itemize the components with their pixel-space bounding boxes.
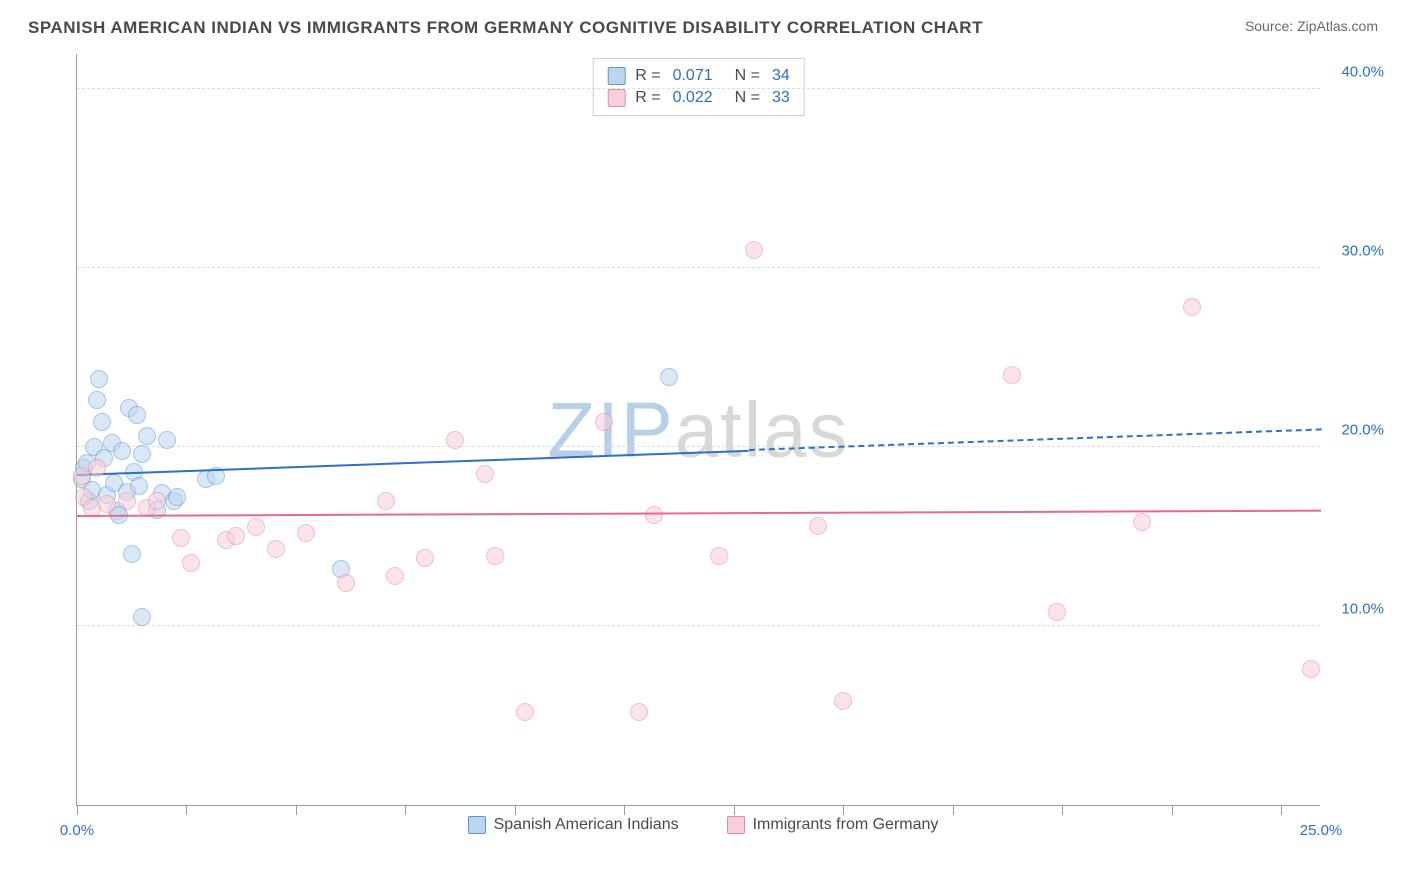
data-point xyxy=(660,368,678,386)
data-point xyxy=(88,391,106,409)
source-label: Source: ZipAtlas.com xyxy=(1245,18,1378,34)
x-tick xyxy=(734,805,735,815)
data-point xyxy=(446,431,464,449)
data-point xyxy=(172,529,190,547)
data-point xyxy=(645,506,663,524)
x-tick xyxy=(186,805,187,815)
legend-series: Spanish American Indians Immigrants from … xyxy=(28,816,1378,834)
x-tick xyxy=(1281,805,1282,815)
x-tick xyxy=(843,805,844,815)
legend-n-value: 33 xyxy=(772,89,790,107)
data-point xyxy=(133,608,151,626)
legend-item: Spanish American Indians xyxy=(468,816,679,834)
legend-label: Immigrants from Germany xyxy=(753,816,939,834)
data-point xyxy=(138,427,156,445)
data-point xyxy=(386,567,404,585)
gridline xyxy=(77,446,1320,447)
data-point xyxy=(130,477,148,495)
x-tick xyxy=(77,805,78,815)
data-point xyxy=(88,459,106,477)
data-point xyxy=(267,540,285,558)
legend-stat-row: R = 0.071 N = 34 xyxy=(607,65,790,87)
gridline xyxy=(77,625,1320,626)
x-tick xyxy=(296,805,297,815)
data-point xyxy=(118,492,136,510)
y-tick-label: 40.0% xyxy=(1328,63,1384,80)
y-tick-label: 10.0% xyxy=(1328,600,1384,617)
x-tick xyxy=(515,805,516,815)
data-point xyxy=(158,431,176,449)
data-point xyxy=(595,413,613,431)
legend-swatch xyxy=(468,816,486,834)
data-point xyxy=(168,488,186,506)
data-point xyxy=(809,517,827,535)
legend-item: Immigrants from Germany xyxy=(727,816,939,834)
x-tick xyxy=(1172,805,1173,815)
data-point xyxy=(630,703,648,721)
data-point xyxy=(1133,513,1151,531)
legend-stat-row: R = 0.022 N = 33 xyxy=(607,87,790,109)
legend-r-label: R = xyxy=(635,67,660,85)
gridline xyxy=(77,267,1320,268)
legend-r-value: 0.071 xyxy=(673,67,713,85)
data-point xyxy=(377,492,395,510)
data-point xyxy=(337,574,355,592)
data-point xyxy=(1302,660,1320,678)
data-point xyxy=(148,492,166,510)
legend-label: Spanish American Indians xyxy=(494,816,679,834)
data-point xyxy=(745,241,763,259)
gridline xyxy=(77,88,1320,89)
data-point xyxy=(1003,366,1021,384)
data-point xyxy=(516,703,534,721)
data-point xyxy=(416,549,434,567)
trend-line xyxy=(77,449,749,475)
legend-r-value: 0.022 xyxy=(673,89,713,107)
data-point xyxy=(486,547,504,565)
scatter-plot: ZIPatlas R =0.071N =34R =0.022N =33 10.0… xyxy=(76,54,1320,806)
data-point xyxy=(834,692,852,710)
data-point xyxy=(476,465,494,483)
legend-n-value: 34 xyxy=(772,67,790,85)
data-point xyxy=(247,518,265,536)
data-point xyxy=(1048,603,1066,621)
data-point xyxy=(227,527,245,545)
watermark: ZIPatlas xyxy=(547,384,849,475)
legend-swatch xyxy=(607,89,625,107)
x-tick xyxy=(405,805,406,815)
y-tick-label: 30.0% xyxy=(1328,242,1384,259)
trend-line xyxy=(749,429,1321,452)
data-point xyxy=(297,524,315,542)
data-point xyxy=(710,547,728,565)
data-point xyxy=(133,445,151,463)
data-point xyxy=(123,545,141,563)
x-tick xyxy=(624,805,625,815)
legend-n-label: N = xyxy=(735,89,760,107)
legend-swatch xyxy=(727,816,745,834)
data-point xyxy=(98,495,116,513)
data-point xyxy=(1183,298,1201,316)
data-point xyxy=(90,370,108,388)
x-tick xyxy=(1062,805,1063,815)
source-value: ZipAtlas.com xyxy=(1297,18,1378,34)
legend-swatch xyxy=(607,67,625,85)
data-point xyxy=(128,406,146,424)
data-point xyxy=(113,442,131,460)
data-point xyxy=(93,413,111,431)
x-tick xyxy=(953,805,954,815)
data-point xyxy=(182,554,200,572)
legend-r-label: R = xyxy=(635,89,660,107)
legend-n-label: N = xyxy=(735,67,760,85)
y-tick-label: 20.0% xyxy=(1328,421,1384,438)
page-title: SPANISH AMERICAN INDIAN VS IMMIGRANTS FR… xyxy=(28,18,983,38)
